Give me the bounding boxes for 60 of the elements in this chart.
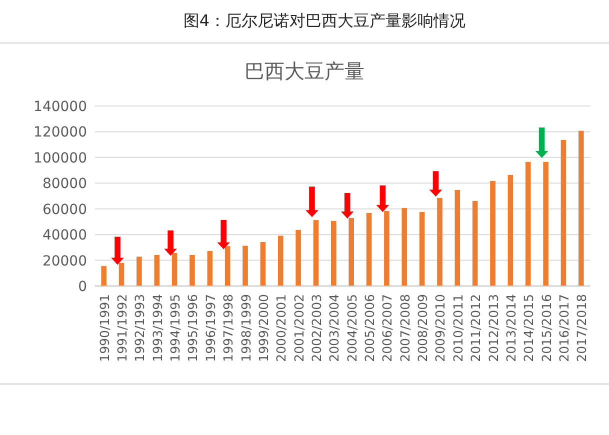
y-tick-label: 60000 bbox=[42, 202, 87, 218]
chart-subtitle: 巴西大豆产量 bbox=[244, 59, 364, 83]
x-tick-label: 1990/1991 bbox=[96, 294, 112, 362]
x-tick-label: 1998/1999 bbox=[238, 294, 254, 362]
y-tick-label: 40000 bbox=[42, 228, 87, 244]
x-tick-label: 1995/1996 bbox=[185, 294, 200, 362]
bar bbox=[490, 180, 496, 286]
bar bbox=[313, 220, 319, 286]
y-tick-label: 140000 bbox=[34, 99, 87, 115]
bar bbox=[560, 140, 566, 286]
x-tick-label: 2001/2002 bbox=[291, 294, 306, 362]
x-tick-label: 1991/1992 bbox=[114, 294, 130, 362]
chart-title: 图4：厄尔尼诺对巴西大豆产量影响情况 bbox=[183, 11, 466, 30]
x-tick-label: 2000/2001 bbox=[274, 294, 289, 362]
bar bbox=[366, 212, 372, 286]
bar bbox=[525, 162, 531, 286]
y-tick-label: 80000 bbox=[42, 176, 87, 192]
x-tick-label: 2005/2006 bbox=[362, 294, 378, 362]
x-tick-label: 2003/2004 bbox=[326, 294, 342, 362]
x-tick-label: 2004/2005 bbox=[344, 294, 360, 362]
x-tick-label: 2007/2008 bbox=[397, 294, 412, 362]
bar bbox=[402, 208, 408, 286]
y-tick-label: 120000 bbox=[34, 124, 87, 141]
bar bbox=[278, 236, 284, 286]
bar bbox=[419, 212, 425, 286]
x-tick-label: 1997/1998 bbox=[220, 294, 236, 362]
y-tick-label: 0 bbox=[78, 279, 87, 295]
y-tick-label: 100000 bbox=[34, 150, 87, 166]
x-tick-label: 1994/1995 bbox=[168, 294, 183, 362]
x-tick-label: 1999/2000 bbox=[256, 294, 271, 362]
x-tick-label: 2008/2009 bbox=[415, 294, 430, 362]
bar bbox=[578, 130, 584, 286]
bar bbox=[472, 201, 478, 286]
x-tick-label: 2017/2018 bbox=[574, 294, 590, 362]
x-tick-label: 2016/2017 bbox=[556, 294, 572, 362]
bar bbox=[207, 251, 213, 286]
bar bbox=[296, 230, 301, 286]
y-tick-label: 20000 bbox=[42, 253, 87, 270]
x-tick-label: 2009/2010 bbox=[432, 294, 448, 362]
bar bbox=[101, 266, 106, 286]
x-tick-label: 2013/2014 bbox=[503, 294, 518, 362]
x-tick-label: 2006/2007 bbox=[380, 294, 395, 362]
x-tick-label: 2012/2013 bbox=[486, 294, 501, 362]
x-tick-label: 1992/1993 bbox=[132, 294, 148, 362]
x-tick-label: 2015/2016 bbox=[538, 294, 554, 362]
x-tick-label: 1996/1997 bbox=[202, 294, 218, 362]
bar bbox=[454, 190, 460, 286]
x-tick-label: 1993/1994 bbox=[150, 294, 165, 362]
bar bbox=[190, 255, 195, 286]
bar bbox=[242, 246, 248, 286]
bar bbox=[154, 255, 160, 286]
x-tick-label: 2010/2011 bbox=[450, 294, 466, 362]
x-tick-label: 2002/2003 bbox=[308, 294, 324, 362]
bar bbox=[331, 220, 336, 286]
x-tick-label: 2014/2015 bbox=[521, 294, 536, 362]
x-tick-label: 2011/2012 bbox=[468, 294, 484, 362]
bar bbox=[543, 162, 548, 286]
bar bbox=[508, 174, 514, 286]
bar bbox=[260, 242, 266, 286]
bar bbox=[136, 256, 142, 286]
